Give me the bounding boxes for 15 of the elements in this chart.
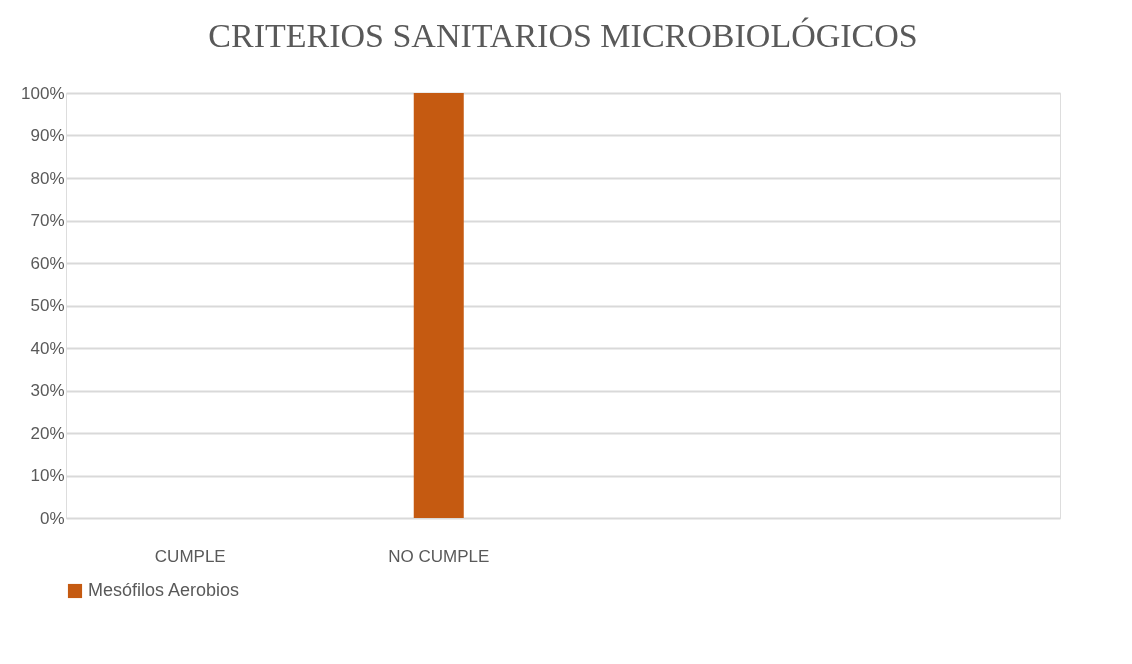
y-tick-label: 20%: [30, 423, 65, 443]
y-tick-label: 40%: [30, 338, 65, 358]
y-tick-label: 90%: [30, 126, 65, 145]
y-tick-label: 80%: [30, 168, 65, 188]
y-tick-label: 10%: [30, 466, 65, 485]
y-tick-label: 100%: [21, 83, 65, 103]
x-tick-label: NO CUMPLE: [388, 546, 490, 566]
legend-label: Mesófilos Aerobios: [88, 580, 240, 600]
y-tick-label: 0%: [39, 508, 65, 528]
x-tick-label: CUMPLE: [154, 546, 226, 566]
y-tick-label: 30%: [30, 381, 65, 400]
y-tick-label: 70%: [30, 211, 65, 230]
y-tick-label: 50%: [30, 296, 65, 315]
chart-title: CRITERIOS SANITARIOS MICROBIOLÓGICOS: [208, 17, 918, 54]
y-tick-label: 60%: [30, 253, 65, 273]
